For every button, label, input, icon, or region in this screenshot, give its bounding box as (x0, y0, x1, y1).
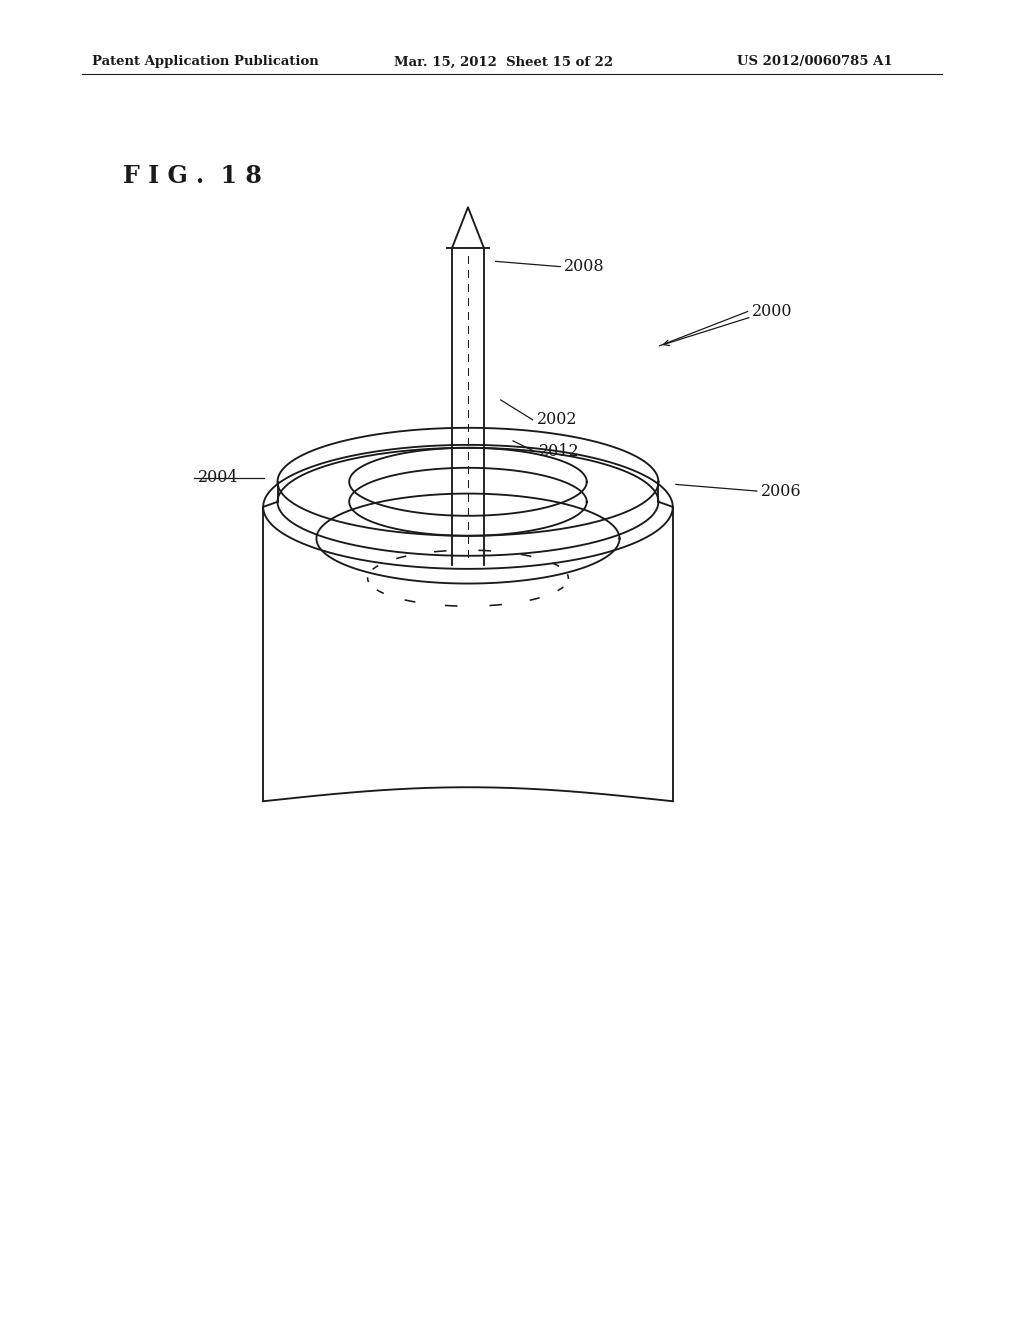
Text: 2008: 2008 (564, 259, 605, 275)
Text: 2006: 2006 (761, 483, 802, 499)
Text: 2002: 2002 (537, 412, 578, 428)
Text: 2012: 2012 (539, 444, 580, 459)
Text: F I G .  1 8: F I G . 1 8 (123, 164, 262, 187)
Text: 2004: 2004 (198, 470, 239, 486)
Text: Mar. 15, 2012  Sheet 15 of 22: Mar. 15, 2012 Sheet 15 of 22 (394, 55, 613, 69)
Text: Patent Application Publication: Patent Application Publication (92, 55, 318, 69)
Text: 2000: 2000 (752, 304, 793, 319)
Text: US 2012/0060785 A1: US 2012/0060785 A1 (737, 55, 893, 69)
